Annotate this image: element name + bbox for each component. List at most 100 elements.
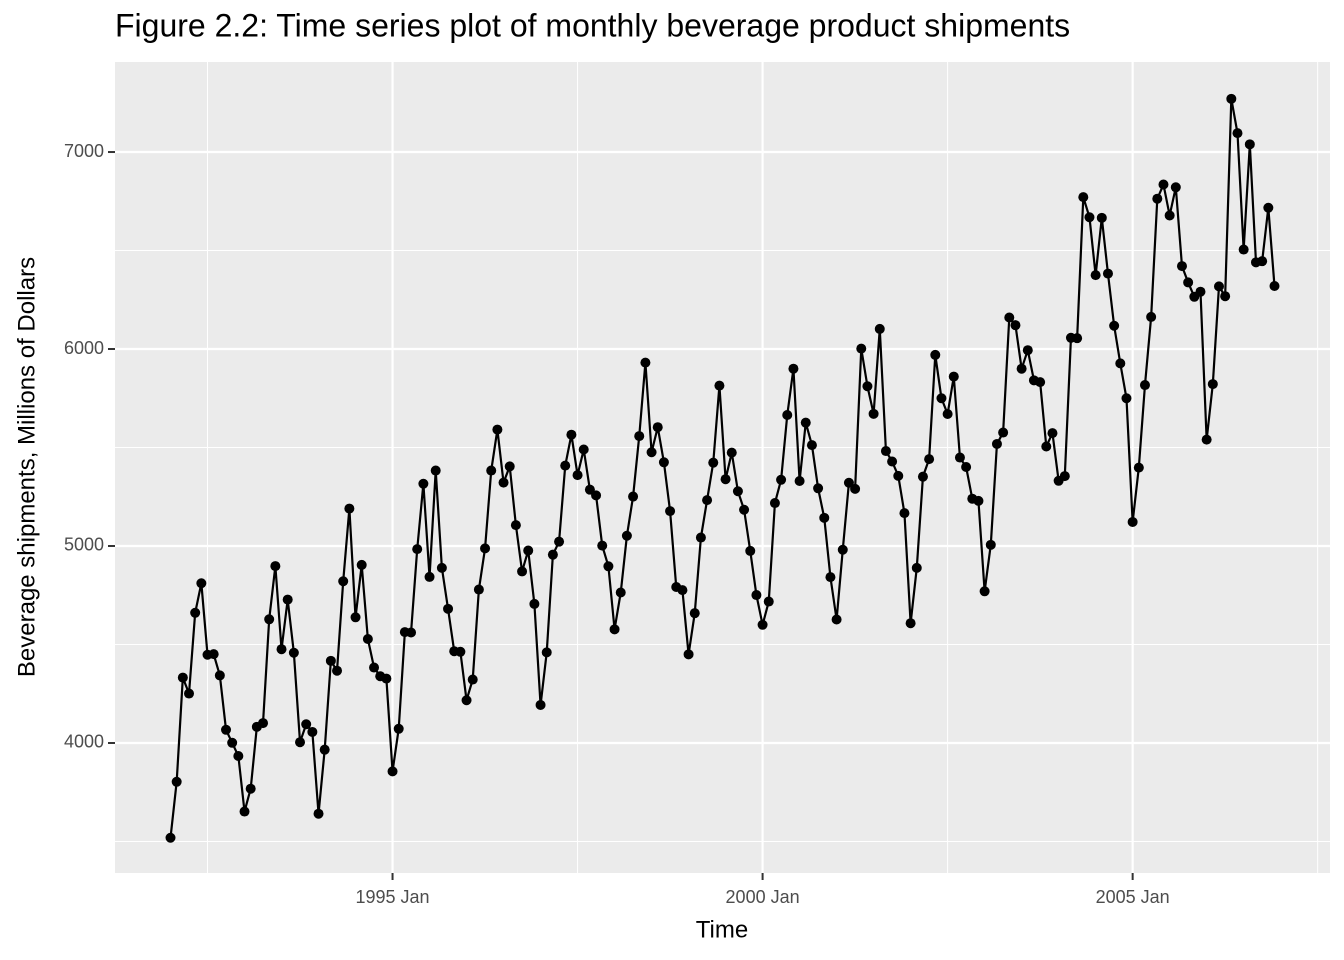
data-point xyxy=(1010,320,1021,331)
data-point xyxy=(813,483,824,494)
y-tick-label: 5000 xyxy=(64,535,104,555)
data-point xyxy=(227,737,238,748)
data-point xyxy=(825,572,836,583)
data-point xyxy=(1084,212,1095,223)
data-point xyxy=(381,673,392,684)
data-point xyxy=(1121,393,1132,404)
data-point xyxy=(757,619,768,630)
data-point xyxy=(856,343,867,354)
data-point xyxy=(288,647,299,658)
y-tick-label: 4000 xyxy=(64,732,104,752)
data-point xyxy=(184,688,195,699)
x-tick-label: 2000 Jan xyxy=(726,887,800,907)
data-point xyxy=(319,744,330,755)
data-point xyxy=(973,495,984,506)
data-point xyxy=(979,586,990,597)
data-point xyxy=(603,561,614,572)
data-point xyxy=(954,452,965,463)
data-point xyxy=(239,806,250,817)
data-point xyxy=(634,431,645,442)
data-point xyxy=(1257,256,1268,267)
data-point xyxy=(843,477,854,488)
data-point xyxy=(831,614,842,625)
data-point xyxy=(702,495,713,506)
data-point xyxy=(609,624,620,635)
data-point xyxy=(1059,471,1070,482)
y-tick-label: 7000 xyxy=(64,141,104,161)
data-point xyxy=(344,503,355,514)
data-point xyxy=(356,559,367,570)
data-point xyxy=(1213,281,1224,292)
data-point xyxy=(745,545,756,556)
data-point xyxy=(461,695,472,706)
data-point xyxy=(214,670,225,681)
data-point xyxy=(1183,277,1194,288)
x-tick-label: 2005 Jan xyxy=(1096,887,1170,907)
data-point xyxy=(751,590,762,601)
data-point xyxy=(1244,139,1255,150)
data-point xyxy=(806,440,817,451)
data-point xyxy=(190,607,201,618)
data-point xyxy=(1269,280,1280,291)
data-point xyxy=(942,409,953,420)
data-point xyxy=(930,349,941,360)
data-point xyxy=(1232,128,1243,139)
data-point xyxy=(739,504,750,515)
data-point xyxy=(1195,286,1206,297)
data-point xyxy=(1109,320,1120,331)
data-point xyxy=(917,471,928,482)
data-point xyxy=(338,576,349,587)
data-point xyxy=(264,614,275,625)
data-point xyxy=(443,603,454,614)
data-point xyxy=(430,465,441,476)
series-line xyxy=(169,98,1276,838)
data-point xyxy=(640,357,651,368)
data-point xyxy=(523,545,534,556)
data-point xyxy=(597,540,608,551)
data-point xyxy=(566,429,577,440)
data-point xyxy=(720,474,731,485)
data-point xyxy=(424,571,435,582)
data-point xyxy=(455,646,466,657)
data-point xyxy=(763,596,774,607)
data-point xyxy=(492,424,503,435)
data-point xyxy=(591,490,602,501)
data-point xyxy=(332,665,343,676)
data-point xyxy=(936,393,947,404)
data-point xyxy=(436,562,447,573)
data-point xyxy=(880,446,891,457)
data-point xyxy=(282,594,293,605)
data-point xyxy=(646,447,657,458)
data-point xyxy=(893,470,904,481)
data-point xyxy=(776,474,787,485)
data-point xyxy=(862,381,873,392)
data-point xyxy=(535,699,546,710)
y-axis-title: Beverage shipments, Millions of Dollars xyxy=(13,257,40,677)
data-point xyxy=(732,486,743,497)
data-point xyxy=(782,410,793,421)
data-point xyxy=(924,454,935,465)
data-point xyxy=(171,776,182,787)
data-point xyxy=(948,371,959,382)
data-point xyxy=(1226,93,1237,104)
data-point xyxy=(1078,192,1089,203)
data-point xyxy=(393,723,404,734)
data-point xyxy=(985,539,996,550)
data-point xyxy=(658,457,669,468)
data-point xyxy=(837,544,848,555)
data-point xyxy=(196,578,207,589)
data-point xyxy=(276,644,287,655)
data-point xyxy=(313,808,324,819)
data-point xyxy=(307,726,318,737)
data-point xyxy=(1102,268,1113,279)
data-point xyxy=(1146,311,1157,322)
data-point xyxy=(578,444,589,455)
data-point xyxy=(233,750,244,761)
data-point xyxy=(1016,363,1027,374)
data-point xyxy=(695,532,706,543)
data-point xyxy=(652,422,663,433)
data-point xyxy=(800,417,811,428)
data-point xyxy=(905,618,916,629)
chart-title: Figure 2.2: Time series plot of monthly … xyxy=(115,7,1070,43)
data-point xyxy=(1035,377,1046,388)
